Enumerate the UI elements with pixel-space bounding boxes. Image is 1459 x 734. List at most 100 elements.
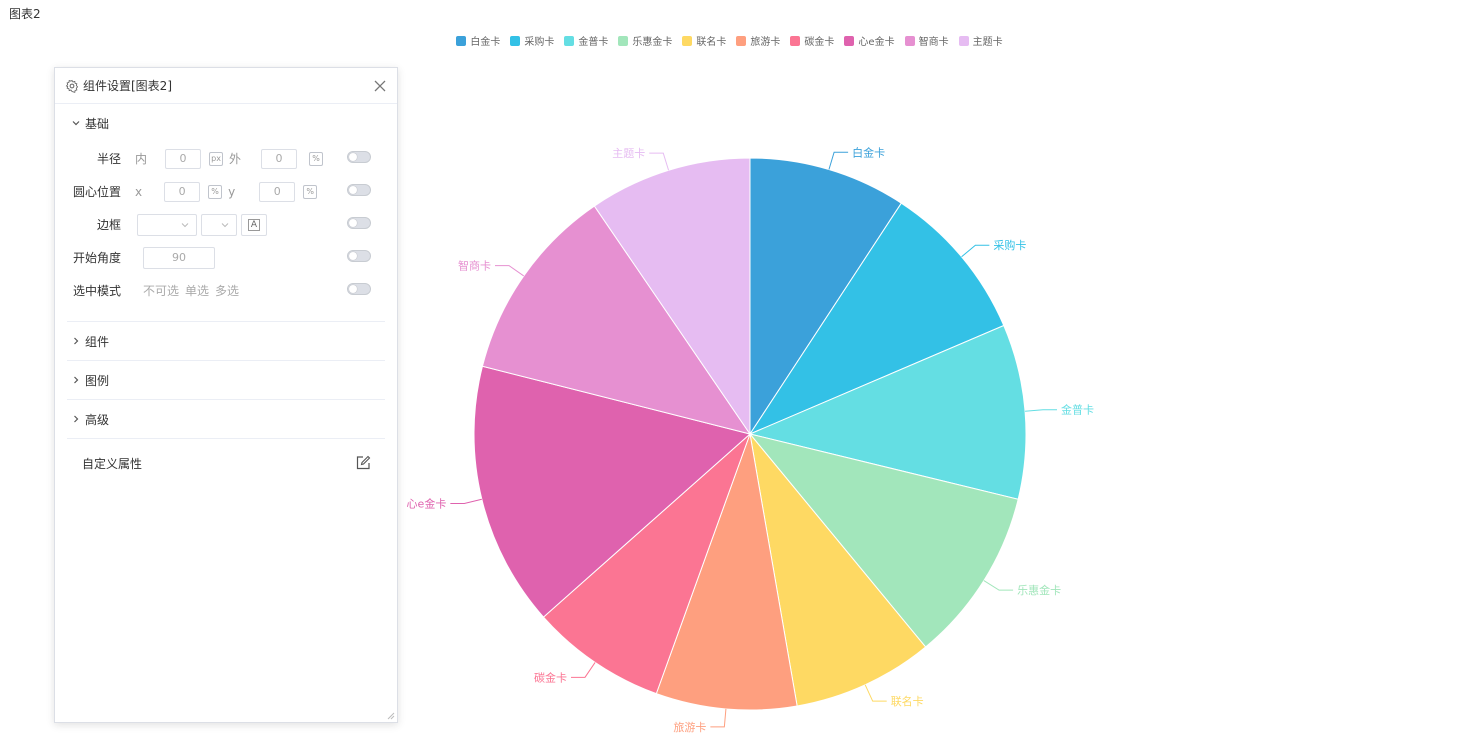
select-mode-option-multi[interactable]: 多选 [215, 284, 240, 298]
pie-label-line [961, 244, 990, 258]
chart-title: 图表2 [9, 7, 41, 21]
legend-item[interactable]: 采购卡 [510, 33, 554, 48]
border-color-select[interactable] [201, 213, 237, 236]
legend-swatch [790, 35, 801, 46]
legend-label: 智商卡 [918, 37, 949, 48]
legend-item[interactable]: 心e金卡 [844, 33, 895, 48]
section-basic-label: 基础 [85, 116, 110, 131]
legend-label: 碳金卡 [804, 37, 835, 48]
start-angle-input[interactable] [143, 246, 215, 269]
panel-title: 组件设置[图表2] [83, 79, 172, 93]
section-component-header[interactable]: 组件 [55, 322, 397, 360]
section-legend-header[interactable]: 图例 [55, 361, 397, 399]
chevron-down-icon [221, 222, 229, 227]
legend-item[interactable]: 主题卡 [958, 33, 1003, 48]
select-mode-option-none[interactable]: 不可选 [143, 284, 180, 298]
center-toggle[interactable] [347, 184, 371, 196]
legend-item[interactable]: 旅游卡 [736, 33, 780, 48]
pie-label-line [570, 662, 596, 678]
resize-grip-icon[interactable] [385, 710, 395, 720]
legend-label: 主题卡 [972, 37, 1003, 48]
pie-slice[interactable] [542, 433, 751, 695]
radius-inner-label: 内 [135, 152, 148, 166]
radius-row: 半径 内 px 外 % [55, 142, 397, 175]
legend-item[interactable]: 智商卡 [904, 33, 949, 48]
radius-inner-unit-px[interactable]: px [209, 151, 224, 166]
pie-slice[interactable] [481, 205, 752, 435]
pie-label: 乐惠金卡 [1017, 583, 1061, 597]
border-label: 边框 [96, 218, 121, 232]
pie-label: 采购卡 [993, 238, 1026, 252]
radius-toggle[interactable] [347, 151, 371, 163]
legend-label: 金普卡 [578, 37, 609, 48]
pie-label: 联名卡 [891, 694, 924, 708]
legend-item[interactable]: 白金卡 [456, 33, 500, 48]
pie-slice[interactable] [655, 432, 798, 711]
edit-icon[interactable] [355, 455, 371, 471]
pie-slice[interactable] [593, 157, 751, 436]
pie-slice[interactable] [748, 433, 1019, 648]
pie-label: 主题卡 [612, 147, 645, 160]
legend-swatch [682, 35, 693, 46]
pie-label: 白金卡 [852, 145, 885, 159]
chevron-right-icon [74, 415, 79, 423]
section-basic-header[interactable]: 基础 [55, 104, 397, 142]
divider [67, 438, 385, 439]
chevron-right-icon [74, 376, 79, 384]
border-toggle[interactable] [347, 217, 371, 229]
pie-label-line [864, 684, 887, 702]
select-mode-toggle[interactable] [347, 283, 371, 295]
legend-swatch [456, 35, 467, 46]
pie-label: 金普卡 [1061, 403, 1094, 417]
center-label: 圆心位置 [72, 185, 121, 199]
center-y-input[interactable] [259, 181, 296, 202]
pie-label-line [828, 151, 849, 170]
center-x-label: x [135, 184, 143, 199]
start-angle-label: 开始角度 [72, 251, 121, 265]
pie-slice[interactable] [473, 365, 752, 618]
start-angle-row: 开始角度 [55, 241, 397, 274]
center-row: 圆心位置 x % y % [55, 175, 397, 208]
legend-item[interactable]: 碳金卡 [790, 33, 834, 48]
legend-item[interactable]: 乐惠金卡 [618, 33, 672, 48]
legend-label: 采购卡 [524, 37, 555, 48]
pie-slice[interactable] [748, 324, 1027, 500]
pie-label-line [710, 708, 727, 728]
pie-label-line [495, 265, 525, 277]
legend-label: 联名卡 [696, 37, 727, 48]
pie-label: 碳金卡 [534, 670, 567, 684]
center-x-unit-pct[interactable]: % [208, 184, 223, 199]
border-font-button[interactable]: A [241, 213, 267, 236]
pie-label-line [983, 580, 1014, 591]
radius-outer-unit-pct[interactable]: % [309, 151, 324, 166]
start-angle-toggle[interactable] [347, 250, 371, 262]
legend-item[interactable]: 金普卡 [564, 33, 608, 48]
border-width-select[interactable] [137, 213, 197, 236]
center-y-unit-pct[interactable]: % [303, 184, 318, 199]
section-legend-label: 图例 [85, 373, 110, 388]
chart-legend: 白金卡 采购卡 金普卡 乐惠金卡 联名卡 旅游卡 碳金卡 心e金卡 智商卡 主题卡 [0, 33, 1459, 48]
section-advanced-header[interactable]: 高级 [55, 400, 397, 438]
radius-inner-input[interactable] [165, 148, 202, 169]
close-icon[interactable] [373, 79, 387, 93]
legend-swatch [618, 35, 629, 46]
radius-label: 半径 [96, 152, 121, 166]
legend-swatch [564, 35, 575, 46]
divider [67, 399, 385, 400]
pie-label: 心e金卡 [407, 497, 447, 511]
pie-slice[interactable] [749, 432, 927, 707]
pie-slice[interactable] [749, 157, 903, 436]
radius-outer-input[interactable] [261, 148, 298, 169]
select-mode-option-single[interactable]: 单选 [185, 284, 210, 298]
pie-label: 旅游卡 [673, 720, 706, 734]
section-component-label: 组件 [85, 334, 110, 349]
legend-item[interactable]: 联名卡 [682, 33, 726, 48]
legend-swatch [510, 35, 521, 46]
center-y-label: y [228, 184, 236, 199]
center-x-input[interactable] [164, 181, 201, 202]
legend-swatch [736, 35, 747, 46]
legend-swatch [844, 35, 855, 46]
custom-props-row: 自定义属性 [55, 439, 397, 487]
